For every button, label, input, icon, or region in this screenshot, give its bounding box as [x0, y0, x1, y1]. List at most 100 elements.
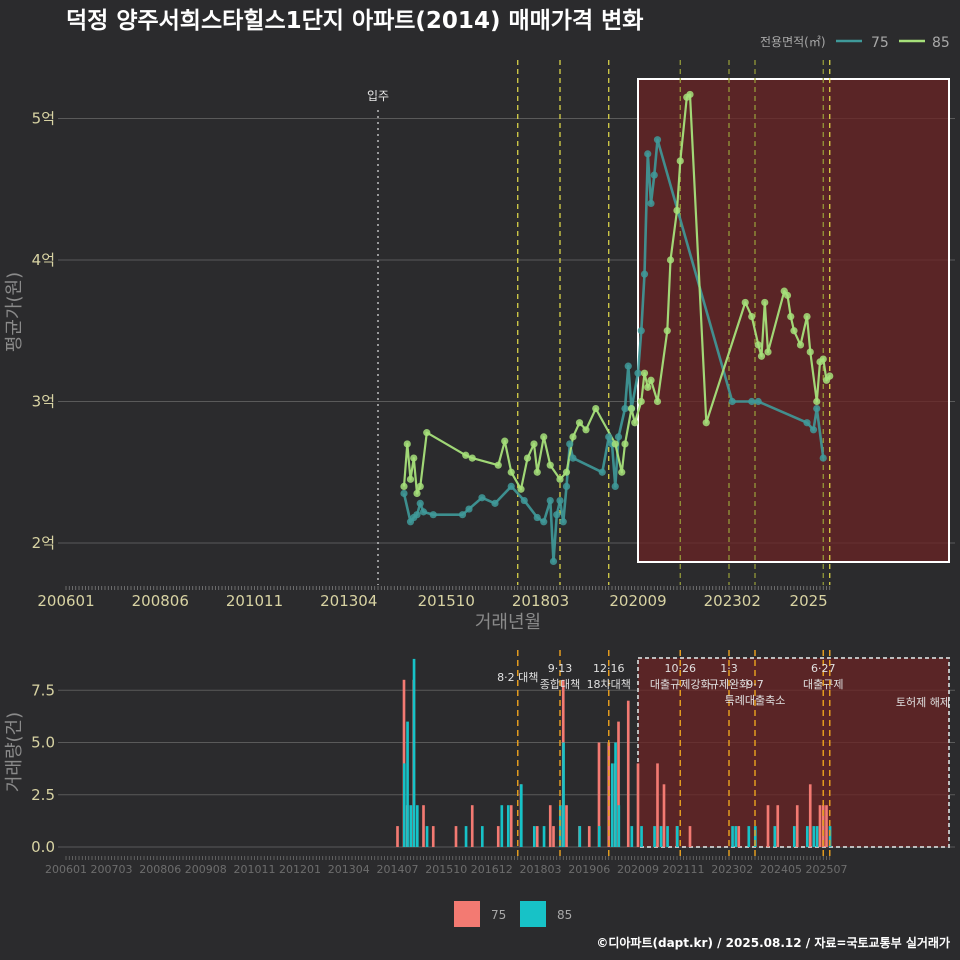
- price-point-75: [533, 513, 541, 522]
- volume-bar-85: [805, 826, 809, 847]
- volume-bar-85: [675, 826, 679, 847]
- price-point-85: [523, 454, 532, 462]
- volume-bar-85: [597, 826, 601, 847]
- volume-bar-75: [825, 805, 828, 847]
- volume-x-tick-label: 201803: [520, 863, 562, 876]
- price-point-85: [423, 429, 431, 437]
- price-x-tick-label: 201011: [226, 592, 283, 610]
- volume-x-tick-label: 201201: [279, 863, 321, 876]
- price-point-85: [702, 419, 710, 427]
- price-point-75: [400, 489, 408, 498]
- volume-bar-75: [737, 826, 741, 847]
- volume-bar-85: [792, 826, 796, 847]
- volume-event-label: 규제완화: [709, 678, 749, 691]
- volume-bar-85: [773, 826, 777, 847]
- volume-highlight-box: [637, 657, 950, 848]
- volume-bar-75: [626, 700, 630, 847]
- price-point-85: [575, 419, 584, 427]
- volume-bar-85: [614, 742, 617, 847]
- volume-bar-85: [815, 826, 819, 847]
- price-highlight-box: [637, 78, 950, 563]
- volume-x-tick-label: 201906: [568, 863, 610, 876]
- price-point-85: [796, 341, 805, 349]
- price-point-85: [653, 397, 662, 406]
- price-y-ticks: 2억 3억 4억 5억: [32, 110, 55, 553]
- price-point-85: [618, 468, 626, 476]
- volume-bar-75: [548, 805, 552, 847]
- price-point-85: [666, 256, 675, 264]
- volume-event-label: 9·13: [548, 662, 573, 675]
- volume-bar-85: [731, 826, 734, 847]
- price-x-axis: 200601 200806 201011 201304 201510 201803 2020…: [37, 586, 831, 610]
- legend-85-box: [520, 901, 546, 927]
- price-point-85: [562, 468, 571, 476]
- price-point-75: [416, 499, 424, 507]
- price-highlight-rect: [637, 78, 950, 563]
- price-x-tick-label: 202302: [704, 592, 761, 610]
- price-point-75: [566, 440, 574, 448]
- price-point-75: [754, 397, 762, 406]
- price-point-85: [637, 397, 645, 406]
- volume-bar-85: [406, 721, 409, 847]
- volume-bar-85: [558, 805, 562, 847]
- volume-bar-85: [409, 805, 413, 847]
- price-x-tick-label: 201510: [418, 592, 475, 610]
- legend-75-label: 75: [871, 35, 889, 51]
- price-point-85: [806, 348, 814, 356]
- volume-bar-75: [808, 784, 812, 847]
- price-point-85: [403, 440, 411, 448]
- volume-event-label: 12·16: [593, 662, 625, 675]
- volume-bar-85: [747, 826, 751, 847]
- volume-bar-85: [753, 826, 757, 847]
- volume-event-label: 특례대출축소: [725, 694, 786, 707]
- volume-bar-85: [542, 826, 546, 847]
- price-point-85: [673, 206, 681, 215]
- price-point-85: [640, 369, 649, 377]
- price-point-75: [598, 468, 606, 476]
- volume-bar-85: [653, 826, 656, 847]
- price-point-75: [465, 505, 473, 513]
- price-point-75: [748, 397, 756, 406]
- volume-x-tick-label: 201510: [425, 863, 467, 876]
- legend-75-box: [454, 901, 480, 927]
- price-point-75: [605, 433, 613, 441]
- price-point-85: [413, 489, 421, 498]
- volume-bar-75: [552, 826, 555, 847]
- volume-x-tick-label: 201407: [377, 863, 419, 876]
- legend-75-text: 75: [491, 908, 506, 922]
- volume-bar-85: [578, 826, 582, 847]
- volume-bar-85: [640, 826, 643, 847]
- price-point-75: [728, 397, 736, 406]
- volume-event-label: 대출규제: [803, 678, 843, 691]
- volume-bar-75: [509, 805, 513, 847]
- price-point-85: [803, 313, 811, 321]
- price-point-85: [741, 298, 749, 307]
- price-point-85: [540, 433, 548, 441]
- price-point-75: [540, 518, 548, 526]
- price-y-tick-label: 4억: [32, 251, 55, 269]
- price-point-75: [458, 511, 467, 519]
- volume-x-tick-label: 201612: [471, 863, 513, 876]
- volume-bar-75: [597, 742, 601, 847]
- price-x-tick-label: 202009: [609, 592, 666, 610]
- price-point-75: [614, 433, 623, 441]
- volume-bar-85: [402, 763, 406, 847]
- price-point-85: [627, 404, 636, 413]
- price-point-85: [757, 352, 766, 360]
- volume-x-tick-label: 202302: [711, 863, 753, 876]
- price-point-75: [562, 482, 571, 490]
- volume-bar-85: [617, 805, 621, 847]
- price-point-85: [787, 313, 795, 321]
- volume-y-ticks: 0.0 2.5 5.0 7.5: [31, 681, 55, 856]
- volume-bar-85: [480, 826, 484, 847]
- volume-bar-75: [636, 763, 640, 847]
- price-point-85: [676, 157, 684, 165]
- price-point-85: [462, 451, 470, 459]
- volume-y-tick-label: 2.5: [31, 786, 55, 804]
- price-point-85: [569, 433, 577, 441]
- credit-text: ©디아파트(dapt.kr) / 2025.08.12 / 자료=국토교통부 실…: [596, 935, 950, 950]
- legend-85-label: 85: [932, 35, 950, 51]
- volume-bar-75: [776, 805, 780, 847]
- price-x-tick-label: 201803: [512, 592, 569, 610]
- volume-bar-75: [656, 763, 659, 847]
